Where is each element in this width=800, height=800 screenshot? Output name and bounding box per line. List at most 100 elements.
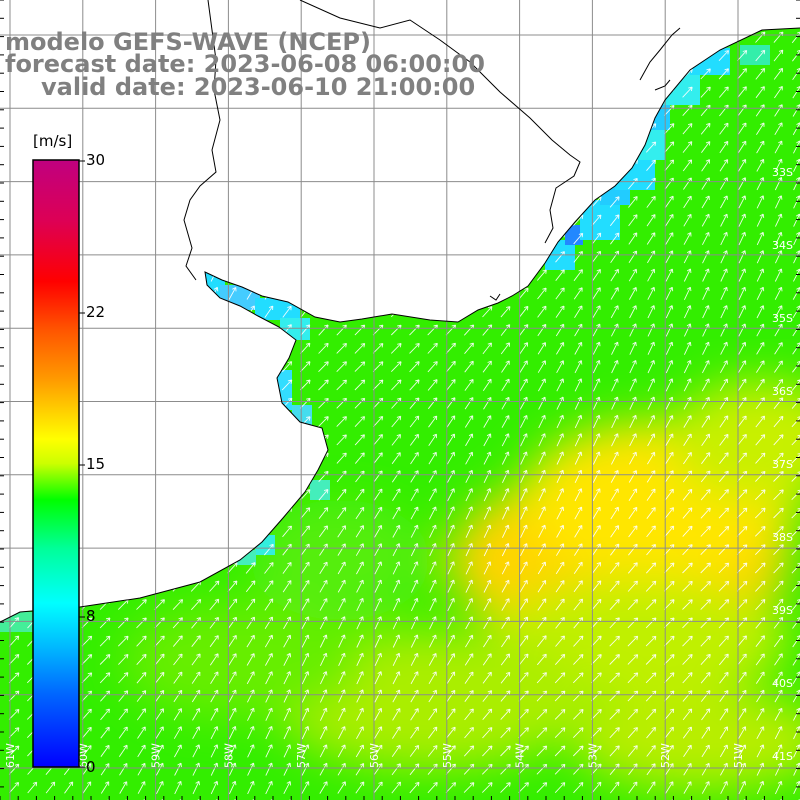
- wind-arrow: [336, 342, 347, 354]
- wind-arrow: [773, 598, 784, 611]
- wind-arrow: [409, 781, 420, 794]
- wind-arrow: [482, 306, 493, 318]
- wind-arrow: [464, 415, 474, 428]
- wind-arrow: [374, 579, 382, 593]
- wind-arrow: [172, 599, 184, 611]
- wind-arrow: [591, 598, 602, 611]
- wind-arrow: [520, 506, 528, 520]
- wind-arrow: [447, 488, 455, 502]
- wind-arrow: [447, 506, 455, 520]
- wind-arrow: [554, 782, 566, 794]
- wind-arrow: [246, 616, 255, 629]
- wind-arrow: [338, 671, 346, 685]
- title-valid-date: valid date: 2023-06-10 21:00:00: [41, 73, 476, 101]
- wind-arrow: [774, 671, 783, 684]
- wind-arrow: [774, 158, 783, 172]
- wind-arrow: [463, 763, 475, 775]
- wind-arrow: [319, 652, 328, 666]
- wind-arrow: [428, 726, 438, 739]
- wind-arrow: [100, 744, 110, 757]
- wind-arrow: [628, 763, 638, 776]
- wind-arrow: [392, 543, 401, 557]
- wind-arrow: [118, 653, 129, 665]
- wind-arrow: [718, 50, 730, 62]
- wind-arrow: [738, 780, 746, 795]
- wind-arrow: [554, 708, 566, 720]
- wind-arrow: [410, 652, 419, 666]
- wind-arrow: [645, 654, 657, 665]
- wind-arrow: [354, 416, 366, 428]
- wind-arrow: [718, 86, 729, 98]
- wind-arrow: [372, 361, 384, 373]
- wind-arrow: [591, 232, 602, 245]
- wind-arrow: [409, 379, 420, 391]
- wind-arrow: [300, 543, 310, 556]
- wind-arrow: [645, 708, 657, 720]
- wind-arrow: [519, 579, 528, 593]
- wind-arrow: [428, 451, 437, 465]
- wind-arrow: [518, 672, 529, 684]
- wind-arrow: [737, 397, 747, 410]
- wind-arrow: [574, 341, 583, 355]
- wind-arrow: [774, 250, 783, 264]
- wind-arrow: [228, 762, 237, 776]
- wind-arrow: [192, 726, 201, 740]
- latitude-label: 35S: [772, 312, 793, 325]
- wind-arrow: [537, 360, 546, 373]
- wind-arrow: [628, 506, 638, 520]
- wind-arrow: [555, 269, 565, 281]
- wind-arrow: [191, 635, 201, 647]
- wind-arrow: [554, 672, 566, 684]
- wind-arrow: [572, 745, 584, 757]
- wind-arrow: [446, 708, 456, 721]
- wind-arrow: [536, 782, 548, 793]
- wind-arrow: [392, 652, 401, 666]
- wind-arrow: [265, 689, 273, 703]
- wind-arrow: [191, 653, 201, 666]
- wind-arrow: [609, 635, 620, 647]
- wind-arrow: [702, 250, 710, 264]
- wind-arrow: [319, 707, 328, 721]
- wind-arrow: [629, 414, 637, 429]
- wind-arrow: [611, 451, 619, 465]
- wind-arrow: [737, 378, 747, 392]
- wind-arrow: [774, 653, 783, 666]
- wind-arrow: [301, 634, 310, 648]
- wind-arrow: [773, 562, 784, 574]
- wind-arrow: [700, 122, 711, 135]
- wind-arrow: [664, 488, 674, 501]
- wind-arrow: [465, 433, 474, 447]
- wind-arrow: [465, 524, 473, 538]
- wind-arrow: [756, 341, 765, 355]
- wind-arrow: [574, 524, 583, 538]
- wind-arrow: [409, 763, 420, 776]
- wind-arrow: [682, 562, 693, 574]
- wind-arrow: [264, 634, 273, 648]
- wind-arrow: [301, 744, 310, 758]
- wind-arrow: [136, 671, 147, 684]
- wind-arrow: [774, 213, 783, 227]
- wind-arrow: [446, 379, 456, 391]
- wind-arrow: [573, 617, 584, 629]
- wind-arrow: [482, 360, 492, 373]
- wind-arrow: [190, 598, 202, 611]
- wind-arrow: [701, 195, 710, 209]
- wind-arrow: [756, 360, 765, 373]
- wind-arrow: [355, 543, 364, 556]
- wind-arrow: [610, 232, 620, 245]
- wind-arrow: [701, 744, 710, 758]
- wind-arrow: [537, 598, 547, 611]
- wind-arrow: [410, 597, 419, 612]
- wind-arrow: [610, 543, 620, 556]
- wind-arrow: [374, 726, 383, 739]
- wind-arrow: [664, 763, 674, 776]
- wind-arrow: [264, 616, 273, 630]
- colorbar-tick-label: 8: [86, 607, 96, 625]
- wind-arrow: [465, 561, 473, 575]
- wind-arrow: [429, 616, 437, 630]
- wind-arrow: [464, 653, 474, 666]
- wind-arrow: [755, 86, 765, 99]
- wind-arrow: [609, 196, 620, 208]
- wind-arrow: [773, 67, 784, 80]
- wind-arrow: [719, 452, 729, 464]
